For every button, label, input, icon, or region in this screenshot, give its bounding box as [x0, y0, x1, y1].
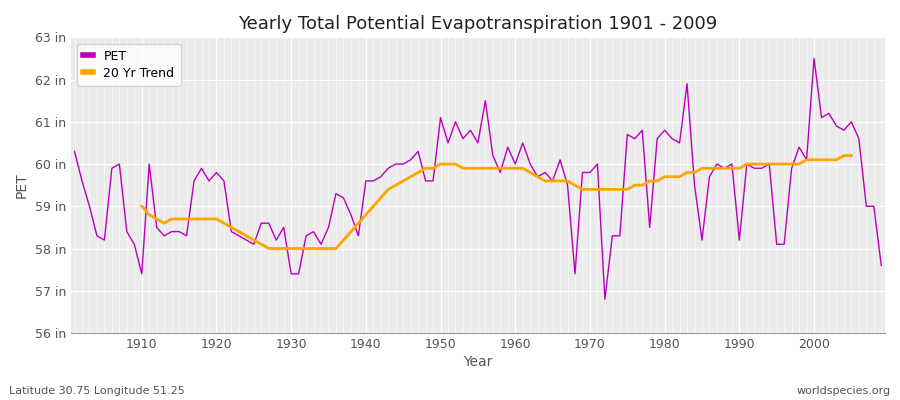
Line: 20 Yr Trend: 20 Yr Trend — [142, 156, 851, 248]
20 Yr Trend — [794, 162, 805, 166]
20 Yr Trend — [502, 166, 513, 171]
Line: PET: PET — [75, 58, 881, 299]
20 Yr Trend — [525, 170, 535, 175]
Text: worldspecies.org: worldspecies.org — [796, 386, 891, 396]
PET — [876, 263, 886, 268]
PET — [129, 242, 140, 247]
PET — [808, 56, 819, 61]
Y-axis label: PET: PET — [15, 172, 29, 198]
PET — [338, 196, 349, 200]
PET — [502, 145, 513, 150]
20 Yr Trend — [346, 229, 356, 234]
Legend: PET, 20 Yr Trend: PET, 20 Yr Trend — [77, 44, 181, 86]
PET — [69, 149, 80, 154]
20 Yr Trend — [839, 153, 850, 158]
20 Yr Trend — [233, 229, 244, 234]
PET — [607, 234, 617, 238]
PET — [509, 162, 520, 166]
20 Yr Trend — [264, 246, 274, 251]
Text: Latitude 30.75 Longitude 51.25: Latitude 30.75 Longitude 51.25 — [9, 386, 184, 396]
20 Yr Trend — [450, 162, 461, 166]
20 Yr Trend — [846, 153, 857, 158]
20 Yr Trend — [137, 204, 148, 209]
PET — [293, 272, 304, 276]
X-axis label: Year: Year — [464, 355, 492, 369]
Title: Yearly Total Potential Evapotranspiration 1901 - 2009: Yearly Total Potential Evapotranspiratio… — [238, 15, 717, 33]
PET — [599, 297, 610, 302]
